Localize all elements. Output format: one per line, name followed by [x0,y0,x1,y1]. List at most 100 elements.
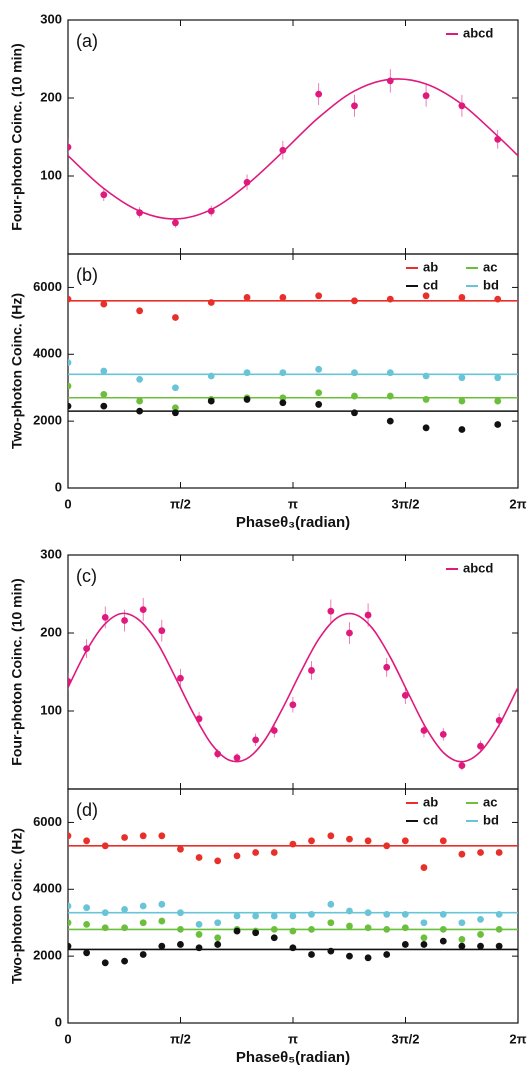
data-point [439,731,447,738]
data-point [458,374,466,382]
y-axis-title: Two-photon Coinc. (Hz) [9,293,25,449]
y-tick-label: 300 [40,546,62,561]
data-point [207,207,215,215]
data-point [495,942,503,950]
data-point [351,409,358,417]
data-point [68,143,72,151]
data-point [195,920,203,928]
data-point [68,832,72,840]
data-point [351,297,358,305]
data-point [252,736,260,744]
data-point [420,941,428,948]
series [68,917,518,943]
x-tick-label: π/2 [170,1031,191,1046]
data-point [458,294,466,301]
data-point [270,934,278,942]
data-point [139,832,147,840]
data-point [351,369,358,377]
data-point [214,750,222,758]
data-point [308,926,315,933]
data-point [315,389,323,397]
x-tick-label: π [288,1031,298,1046]
legend-label: abcd [463,25,493,40]
data-point [136,407,144,415]
y-tick-label: 100 [40,167,62,182]
data-point [494,397,502,405]
series [68,396,518,433]
data-point [327,919,335,927]
data-point [100,391,108,398]
data-point [101,959,109,967]
data-point [315,292,323,300]
data-point [346,952,353,960]
data-point [458,850,466,858]
series [68,69,518,228]
data-point [401,837,409,845]
data-point [136,375,144,383]
data-point [327,900,335,908]
data-point [68,359,72,367]
data-point [383,663,391,671]
data-point [270,727,278,734]
data-point [177,674,184,682]
plot-frame [67,788,519,1024]
data-point [346,922,353,930]
data-point [495,849,503,856]
data-point [101,842,109,850]
data-point [477,849,484,856]
data-point [252,849,260,856]
data-point [308,667,315,674]
data-point [214,857,222,865]
data-point [494,421,502,428]
data-point [289,927,297,935]
data-point [351,392,358,400]
data-point [351,102,358,110]
data-point [172,314,179,321]
data-point [214,941,222,948]
legend-label: ab [423,259,438,274]
data-point [439,837,447,845]
data-point [177,845,184,853]
data-point [422,292,430,300]
data-point [458,426,466,433]
panel-label: (b) [76,265,98,285]
data-point [68,402,72,410]
panel-label: (c) [76,566,97,586]
data-point [121,617,128,624]
data-point [327,832,335,840]
data-point [458,936,466,943]
data-point [439,910,447,918]
y-tick-label: 4000 [33,881,62,896]
x-tick-label: π/2 [170,496,191,511]
data-point [289,701,297,709]
data-point [139,951,147,958]
data-point [121,834,128,841]
data-point [420,919,428,927]
data-point [458,397,466,405]
data-point [386,295,394,303]
data-point [289,944,297,952]
data-point [279,146,287,154]
y-tick-label: 300 [40,11,62,26]
data-point [422,396,430,403]
y-tick-label: 2000 [33,413,62,428]
data-point [422,424,430,432]
data-point [346,835,353,843]
data-point [83,837,91,845]
y-tick-label: 6000 [33,279,62,294]
data-point [315,401,323,408]
data-point [195,944,203,952]
panel-label: (a) [76,31,98,51]
plot-frame [67,253,519,489]
legend-label: cd [423,812,438,827]
data-point [172,219,179,227]
series [68,292,518,321]
data-point [383,926,391,933]
data-point [401,910,409,918]
data-point [233,852,241,860]
series [68,832,518,871]
data-point [383,842,391,850]
data-point [177,941,184,948]
data-point [458,762,466,769]
